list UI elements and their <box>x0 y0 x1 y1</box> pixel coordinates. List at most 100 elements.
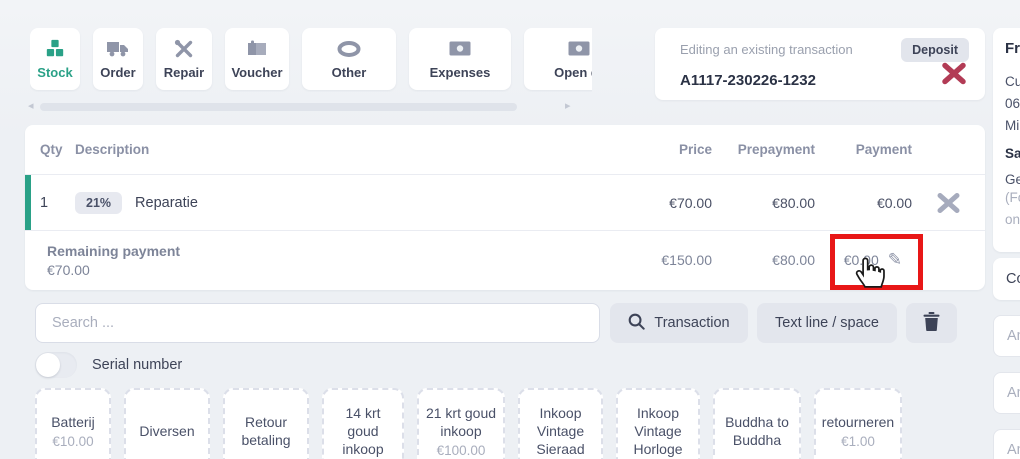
toolbar-item-expenses[interactable]: Expenses <box>409 28 511 90</box>
text-line-button-label: Text line / space <box>775 315 879 331</box>
quick-button-14krt-goud-inkoop[interactable]: 14 krt goud inkoop <box>322 388 404 459</box>
quick-button-label: Buddha to Buddha <box>725 414 789 448</box>
row-qty: 1 <box>40 194 49 211</box>
search-input[interactable] <box>35 303 600 343</box>
customer-info-line: Gen <box>1005 172 1020 187</box>
customer-info-card: Fra Cust 0654 Mins Sav Gen (For on d <box>993 28 1020 252</box>
deposit-badge: Deposit <box>901 38 969 62</box>
transaction-status-text: Editing an existing transaction <box>680 42 853 57</box>
edit-pencil-icon[interactable]: ✎ <box>887 250 902 269</box>
quick-buttons-row: Batterij €10.00 Diversen Retour betaling… <box>35 388 902 459</box>
toolbar-item-label: Order <box>100 64 136 80</box>
trash-icon <box>923 311 940 335</box>
close-transaction-icon[interactable] <box>941 62 967 90</box>
table-row: 1 21% Reparatie €70.00 €80.00 €0.00 <box>25 175 985 231</box>
banknote-icon <box>449 39 471 59</box>
toolbar-item-label: Other <box>331 64 367 80</box>
quick-button-diversen[interactable]: Diversen <box>124 388 210 459</box>
amount-field-1[interactable]: Am <box>993 315 1020 357</box>
transaction-items-table: Qty Description Price Prepayment Payment… <box>25 125 985 290</box>
quick-button-label: Inkoop Vintage Horloge <box>633 405 683 457</box>
voucher-icon <box>246 39 268 59</box>
col-header-payment: Payment <box>855 142 912 157</box>
scroll-left-arrow[interactable]: ◂ <box>28 100 34 112</box>
toolbar-scroll-area: Stock Order Repair Voucher <box>30 28 592 92</box>
summary-price: €150.00 <box>661 252 712 268</box>
quick-button-label: Diversen <box>139 423 195 439</box>
toolbar-item-open-drawer[interactable]: Open dr <box>524 28 592 90</box>
toolbar-item-repair[interactable]: Repair <box>156 28 212 90</box>
transaction-button-label: Transaction <box>654 315 730 331</box>
customer-info-muted-line: on d <box>1005 212 1020 227</box>
summary-payment-value: €0.00 <box>843 252 879 268</box>
amount-field-3[interactable]: Am <box>993 429 1020 459</box>
toolbar-scrollbar-thumb[interactable] <box>40 103 517 111</box>
quick-button-label: Batterij <box>51 414 95 430</box>
customer-info-line: Mins <box>1005 118 1020 133</box>
scroll-right-arrow[interactable]: ▸ <box>565 100 571 112</box>
ring-icon <box>337 39 361 59</box>
col-header-prepayment: Prepayment <box>737 142 815 157</box>
toolbar-item-other[interactable]: Other <box>302 28 396 90</box>
quick-button-label: Retour betaling <box>241 414 291 448</box>
serial-number-label: Serial number <box>92 357 183 373</box>
customer-name: Fra <box>1005 40 1020 57</box>
side-panel-button[interactable]: Con <box>993 258 1020 300</box>
serial-number-row: Serial number <box>35 352 182 378</box>
quick-button-label: 14 krt goud inkoop <box>342 405 384 457</box>
transaction-search-button[interactable]: Transaction <box>610 303 748 343</box>
truck-icon <box>106 39 130 59</box>
toolbar-item-order[interactable]: Order <box>93 28 143 90</box>
quick-button-label: Inkoop Vintage Sieraad <box>536 405 585 457</box>
toolbar-item-label: Expenses <box>429 64 491 80</box>
text-line-space-button[interactable]: Text line / space <box>757 303 897 343</box>
quick-button-21krt-goud-inkoop[interactable]: 21 krt goud inkoop €100.00 <box>417 388 505 459</box>
quick-button-price: €100.00 <box>436 443 486 458</box>
toolbar-item-voucher[interactable]: Voucher <box>225 28 289 90</box>
col-header-qty: Qty <box>40 142 63 157</box>
search-icon <box>628 313 646 334</box>
row-description: Reparatie <box>135 194 198 211</box>
toolbar-item-label: Stock <box>37 64 73 80</box>
remove-row-icon[interactable] <box>912 191 985 215</box>
vat-badge: 21% <box>75 191 123 214</box>
amount-field-2[interactable]: Am <box>993 372 1020 414</box>
customer-info-subtitle: Sav <box>1005 146 1020 161</box>
quick-button-inkoop-vintage-sieraad[interactable]: Inkoop Vintage Sieraad <box>518 388 603 459</box>
delete-button[interactable] <box>906 303 957 343</box>
transaction-header-card: Editing an existing transaction Deposit … <box>655 28 985 100</box>
banknote-icon <box>568 39 590 59</box>
quick-button-price: €10.00 <box>52 434 94 449</box>
transaction-id: A1117-230226-1232 <box>680 72 816 89</box>
summary-prepayment: €80.00 <box>772 252 815 268</box>
toolbar-item-label: Voucher <box>231 64 283 80</box>
customer-info-line: 0654 <box>1005 96 1020 111</box>
toolbar-item-stock[interactable]: Stock <box>30 28 80 90</box>
toggle-knob <box>36 353 60 377</box>
quick-button-price: €1.00 <box>841 434 875 449</box>
remaining-payment-row: Remaining payment €70.00 €150.00 €80.00 … <box>25 231 985 289</box>
quick-button-buddha-to-buddha[interactable]: Buddha to Buddha <box>713 388 801 459</box>
quick-button-label: retourneren <box>821 414 895 430</box>
remaining-payment-label: Remaining payment <box>47 242 181 259</box>
remaining-payment-amount: €70.00 <box>47 261 90 278</box>
row-prepayment: €80.00 <box>772 194 815 211</box>
quick-button-retourneren[interactable]: retourneren €1.00 <box>814 388 902 459</box>
customer-info-line: Cust <box>1005 74 1020 89</box>
quick-button-retour-betaling[interactable]: Retour betaling <box>223 388 309 459</box>
summary-payment-editable[interactable]: €0.00 ✎ <box>815 250 912 270</box>
toolbar-item-label: Repair <box>163 64 205 80</box>
customer-info-muted-line: (For <box>1005 190 1020 205</box>
quick-button-batterij[interactable]: Batterij €10.00 <box>35 388 111 459</box>
quick-button-label: 21 krt goud inkoop <box>425 405 497 439</box>
table-header-row: Qty Description Price Prepayment Payment <box>25 125 985 175</box>
tools-icon <box>174 39 194 59</box>
toolbar: Stock Order Repair Voucher <box>30 28 592 90</box>
row-price: €70.00 <box>669 194 712 211</box>
row-payment: €0.00 <box>876 194 912 211</box>
toolbar-item-label: Open dr <box>554 64 592 80</box>
quick-button-inkoop-vintage-horloge[interactable]: Inkoop Vintage Horloge <box>616 388 700 459</box>
serial-number-toggle[interactable] <box>35 352 77 378</box>
col-header-price: Price <box>678 142 712 157</box>
